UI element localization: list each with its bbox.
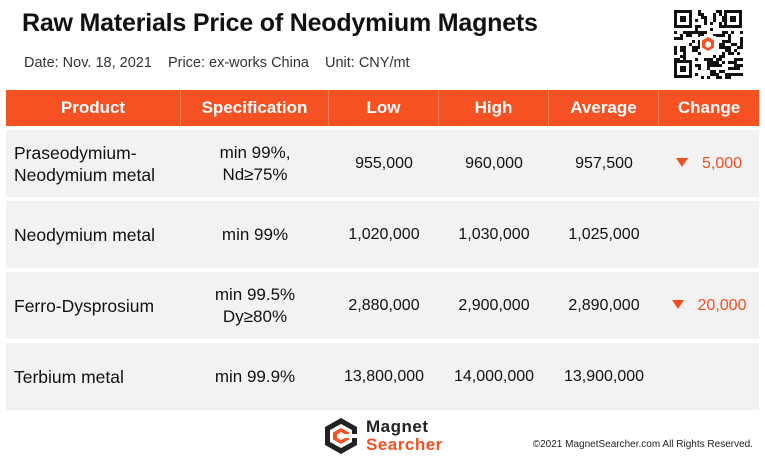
average-cell: 13,900,000 bbox=[549, 343, 659, 410]
low-cell: 2,880,000 bbox=[329, 272, 439, 339]
high-cell: 2,900,000 bbox=[439, 272, 549, 339]
spec-cell: min 99%, Nd≥75% bbox=[181, 130, 329, 197]
triangle-down-icon bbox=[671, 300, 684, 310]
logo-line1: Magnet bbox=[366, 417, 429, 436]
price-table: Product Specification Low High Average C… bbox=[6, 90, 759, 410]
column-header-product: Product bbox=[6, 90, 181, 126]
change-cell bbox=[659, 201, 759, 268]
magnet-searcher-logo: Magnet Searcher bbox=[322, 414, 472, 458]
average-cell: 2,890,000 bbox=[549, 272, 659, 339]
column-header-average: Average bbox=[549, 90, 659, 126]
page-title: Raw Materials Price of Neodymium Magnets bbox=[22, 9, 538, 37]
table-row: Ferro-Dysprosium min 99.5% Dy≥80% 2,880,… bbox=[6, 272, 759, 339]
change-cell: 5,000 bbox=[659, 130, 759, 197]
column-header-low: Low bbox=[329, 90, 439, 126]
price-basis-label: Price: ex-works China bbox=[167, 55, 309, 71]
spec-cell: min 99% bbox=[181, 201, 329, 268]
unit-label: Unit: CNY/mt bbox=[324, 55, 410, 71]
column-header-specification: Specification bbox=[181, 90, 329, 126]
copyright-notice: ©2021 MagnetSearcher.com All Rights Rese… bbox=[532, 439, 753, 450]
spec-cell: min 99.9% bbox=[181, 343, 329, 410]
table-row: Praseodymium- Neodymium metal min 99%, N… bbox=[6, 130, 759, 197]
table-header-row: Product Specification Low High Average C… bbox=[6, 90, 759, 126]
spec-cell: min 99.5% Dy≥80% bbox=[181, 272, 329, 339]
average-cell: 957,500 bbox=[549, 130, 659, 197]
meta-line: Date: Nov. 18, 2021 Price: ex-works Chin… bbox=[24, 55, 422, 71]
table-row: Terbium metal min 99.9% 13,800,000 14,00… bbox=[6, 343, 759, 410]
low-cell: 1,020,000 bbox=[329, 201, 439, 268]
product-cell: Praseodymium- Neodymium metal bbox=[6, 130, 181, 197]
high-cell: 14,000,000 bbox=[439, 343, 549, 410]
qr-code-icon bbox=[672, 8, 744, 80]
table-row: Neodymium metal min 99% 1,020,000 1,030,… bbox=[6, 201, 759, 268]
product-cell: Ferro-Dysprosium bbox=[6, 272, 181, 339]
low-cell: 955,000 bbox=[329, 130, 439, 197]
column-header-change: Change bbox=[659, 90, 759, 126]
product-cell: Terbium metal bbox=[6, 343, 181, 410]
average-cell: 1,025,000 bbox=[549, 201, 659, 268]
product-cell: Neodymium metal bbox=[6, 201, 181, 268]
high-cell: 1,030,000 bbox=[439, 201, 549, 268]
low-cell: 13,800,000 bbox=[329, 343, 439, 410]
date-label: Date: Nov. 18, 2021 bbox=[24, 55, 152, 71]
column-header-high: High bbox=[439, 90, 549, 126]
high-cell: 960,000 bbox=[439, 130, 549, 197]
triangle-down-icon bbox=[675, 158, 688, 168]
change-cell bbox=[659, 343, 759, 410]
magnet-searcher-logo-icon bbox=[325, 418, 357, 454]
logo-line2: Searcher bbox=[366, 435, 443, 454]
change-cell: 20,000 bbox=[659, 272, 759, 339]
